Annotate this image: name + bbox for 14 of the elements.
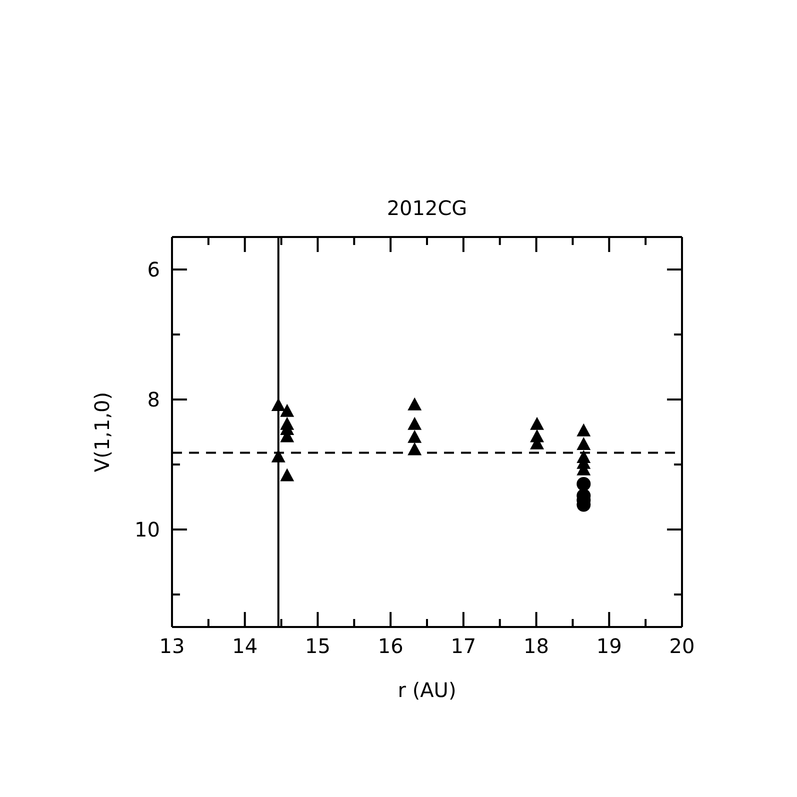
y-tick-label: 10 <box>134 518 160 542</box>
y-tick-label: 8 <box>147 388 160 412</box>
x-axis-title: r (AU) <box>398 678 456 702</box>
x-tick-label: 14 <box>232 634 258 658</box>
y-tick-label: 6 <box>147 258 160 282</box>
x-tick-label: 15 <box>304 634 330 658</box>
x-tick-label: 20 <box>669 634 695 658</box>
x-tick-label: 17 <box>450 634 476 658</box>
x-tick-label: 18 <box>524 634 550 658</box>
x-tick-label: 19 <box>596 634 622 658</box>
chart-title: 2012CG <box>386 196 468 220</box>
x-tick-label: 16 <box>378 634 404 658</box>
x-tick-label: 13 <box>159 634 185 658</box>
y-axis-title: V(1,1,0) <box>90 392 114 472</box>
